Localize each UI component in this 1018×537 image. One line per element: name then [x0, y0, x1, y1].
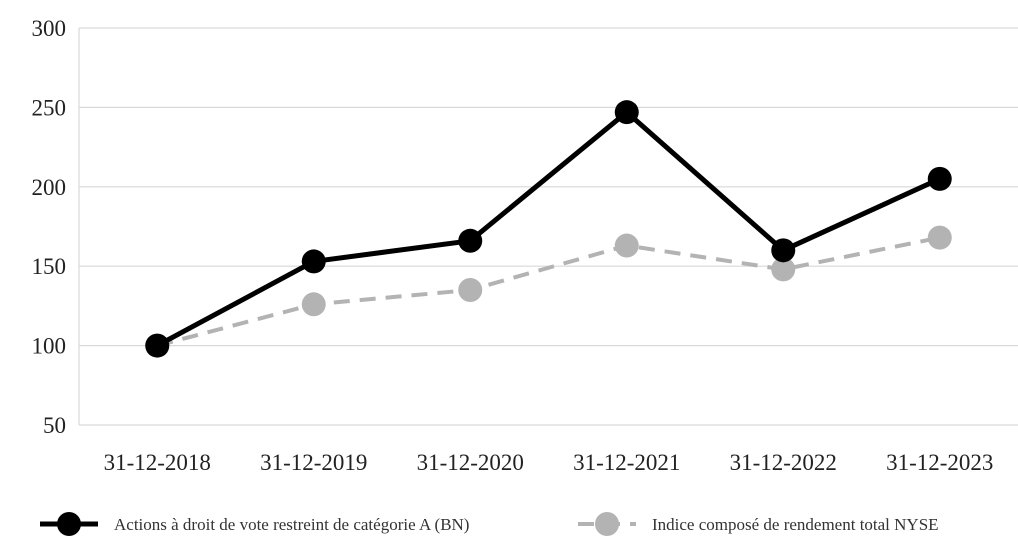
y-tick-label: 150 [32, 254, 67, 279]
y-tick-label: 50 [43, 413, 66, 438]
y-tick-label: 100 [32, 334, 67, 359]
x-axis-tick-labels: 31-12-2018 31-12-2019 31-12-2020 31-12-2021… [104, 450, 994, 475]
x-tick-label: 31-12-2023 [886, 450, 993, 475]
series-1-point [927, 166, 952, 191]
series-1-point [771, 238, 796, 263]
series-2 [145, 225, 952, 358]
series-layer [145, 100, 952, 358]
legend: Actions à droit de vote restreint de cat… [40, 512, 939, 536]
y-tick-label: 250 [32, 95, 67, 120]
x-tick-label: 31-12-2019 [260, 450, 367, 475]
y-tick-label: 200 [32, 175, 67, 200]
series-2-point [458, 278, 483, 303]
legend-entry-2: Indice composé de rendement total NYSE [578, 512, 939, 536]
legend-marker [595, 512, 619, 536]
x-tick-label: 31-12-2020 [417, 450, 524, 475]
series-2-point [614, 233, 639, 258]
legend-label: Actions à droit de vote restreint de cat… [114, 515, 469, 534]
x-tick-label: 31-12-2018 [104, 450, 211, 475]
series-2-point [927, 225, 952, 250]
legend-marker [57, 512, 81, 536]
series-1-point [301, 249, 326, 274]
grid-lines [78, 27, 1018, 426]
series-1-point [145, 333, 170, 358]
legend-entry-1: Actions à droit de vote restreint de cat… [40, 512, 469, 536]
series-2-point [301, 292, 326, 317]
series-2-line [156, 235, 941, 348]
series-1-point [614, 100, 639, 125]
y-axis-tick-labels: 50 100 150 200 250 300 [32, 16, 67, 438]
x-tick-label: 31-12-2021 [573, 450, 680, 475]
series-1-point [458, 228, 483, 253]
series-1-line [156, 109, 941, 348]
x-tick-label: 31-12-2022 [730, 450, 837, 475]
legend-label: Indice composé de rendement total NYSE [652, 515, 939, 534]
series-1 [145, 100, 952, 358]
y-tick-label: 300 [32, 16, 67, 41]
series-2-point [771, 257, 796, 282]
